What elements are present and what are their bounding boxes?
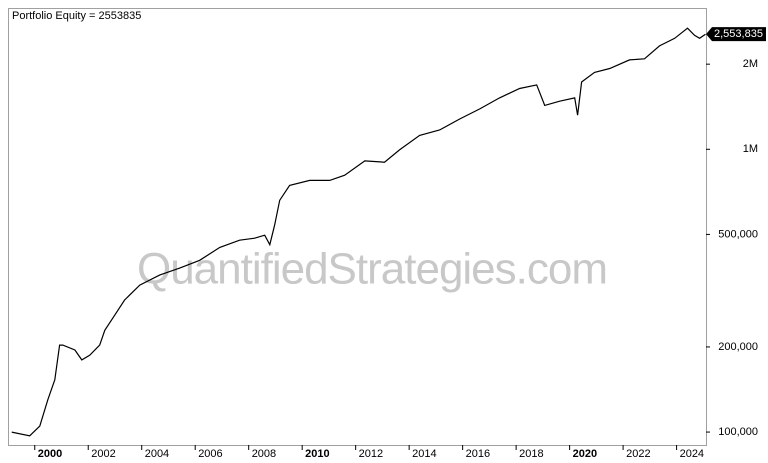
plot-frame	[8, 8, 707, 446]
last-value-label: 2,553,835	[714, 28, 763, 40]
x-tick-label: 2006	[198, 448, 222, 460]
y-tick-label: 100,000	[718, 426, 758, 438]
x-tick-label: 2020	[573, 448, 597, 460]
x-tick-label: 2024	[680, 448, 704, 460]
x-tick-label: 2010	[305, 448, 329, 460]
x-tick-label: 2018	[519, 448, 543, 460]
y-tick-label: 1M	[743, 143, 758, 155]
x-tick-label: 2022	[626, 448, 650, 460]
x-tick-label: 2000	[38, 448, 62, 460]
last-value-box	[706, 27, 766, 42]
watermark: QuantifiedStrategies.com	[137, 245, 607, 294]
x-tick-label: 2004	[145, 448, 169, 460]
chart-title: Portfolio Equity = 2553835	[12, 10, 141, 22]
x-tick-label: 2016	[466, 448, 490, 460]
y-tick-label: 2M	[743, 58, 758, 70]
x-tick-label: 2002	[91, 448, 115, 460]
x-tick-label: 2014	[412, 448, 436, 460]
y-tick-label: 500,000	[718, 228, 758, 240]
x-tick-label: 2012	[359, 448, 383, 460]
x-tick-label: 2008	[252, 448, 276, 460]
equity-line	[11, 27, 706, 437]
y-tick-label: 200,000	[718, 341, 758, 353]
